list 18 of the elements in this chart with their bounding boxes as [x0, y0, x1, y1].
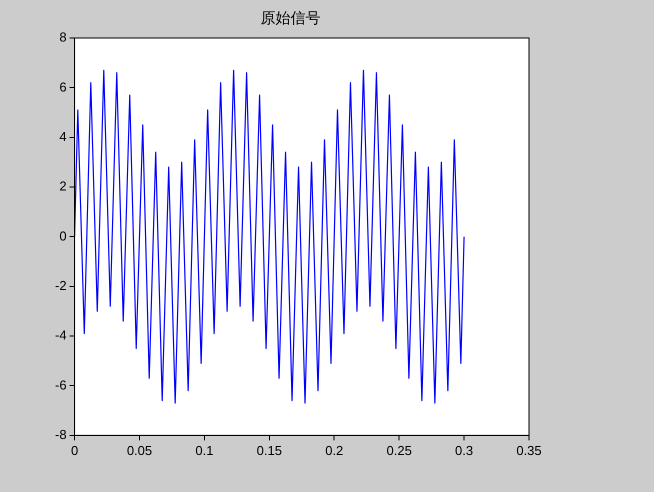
x-tick-label: 0.35 [516, 442, 542, 458]
y-tick-label: 8 [59, 30, 67, 45]
chart-title: 原始信号 [260, 8, 320, 27]
y-tick-label: -8 [54, 426, 67, 442]
y-tick-label: -4 [54, 328, 67, 343]
y-tick-label: 4 [59, 128, 67, 144]
x-tick-label: 0 [70, 442, 78, 458]
x-tick-label: 0.1 [195, 442, 214, 458]
x-tick-label: 0.05 [126, 442, 152, 458]
y-tick-label: 0 [59, 228, 67, 244]
y-tick-label: 2 [59, 178, 67, 194]
y-tick-label: -2 [54, 278, 67, 293]
x-tick-label: 0.15 [256, 442, 282, 458]
x-tick-label: 0.25 [386, 442, 412, 458]
x-tick-label: 0.3 [455, 442, 474, 458]
x-tick-label: 0.2 [325, 442, 344, 458]
y-tick-label: 6 [59, 79, 67, 94]
y-tick-label: -6 [54, 377, 67, 392]
